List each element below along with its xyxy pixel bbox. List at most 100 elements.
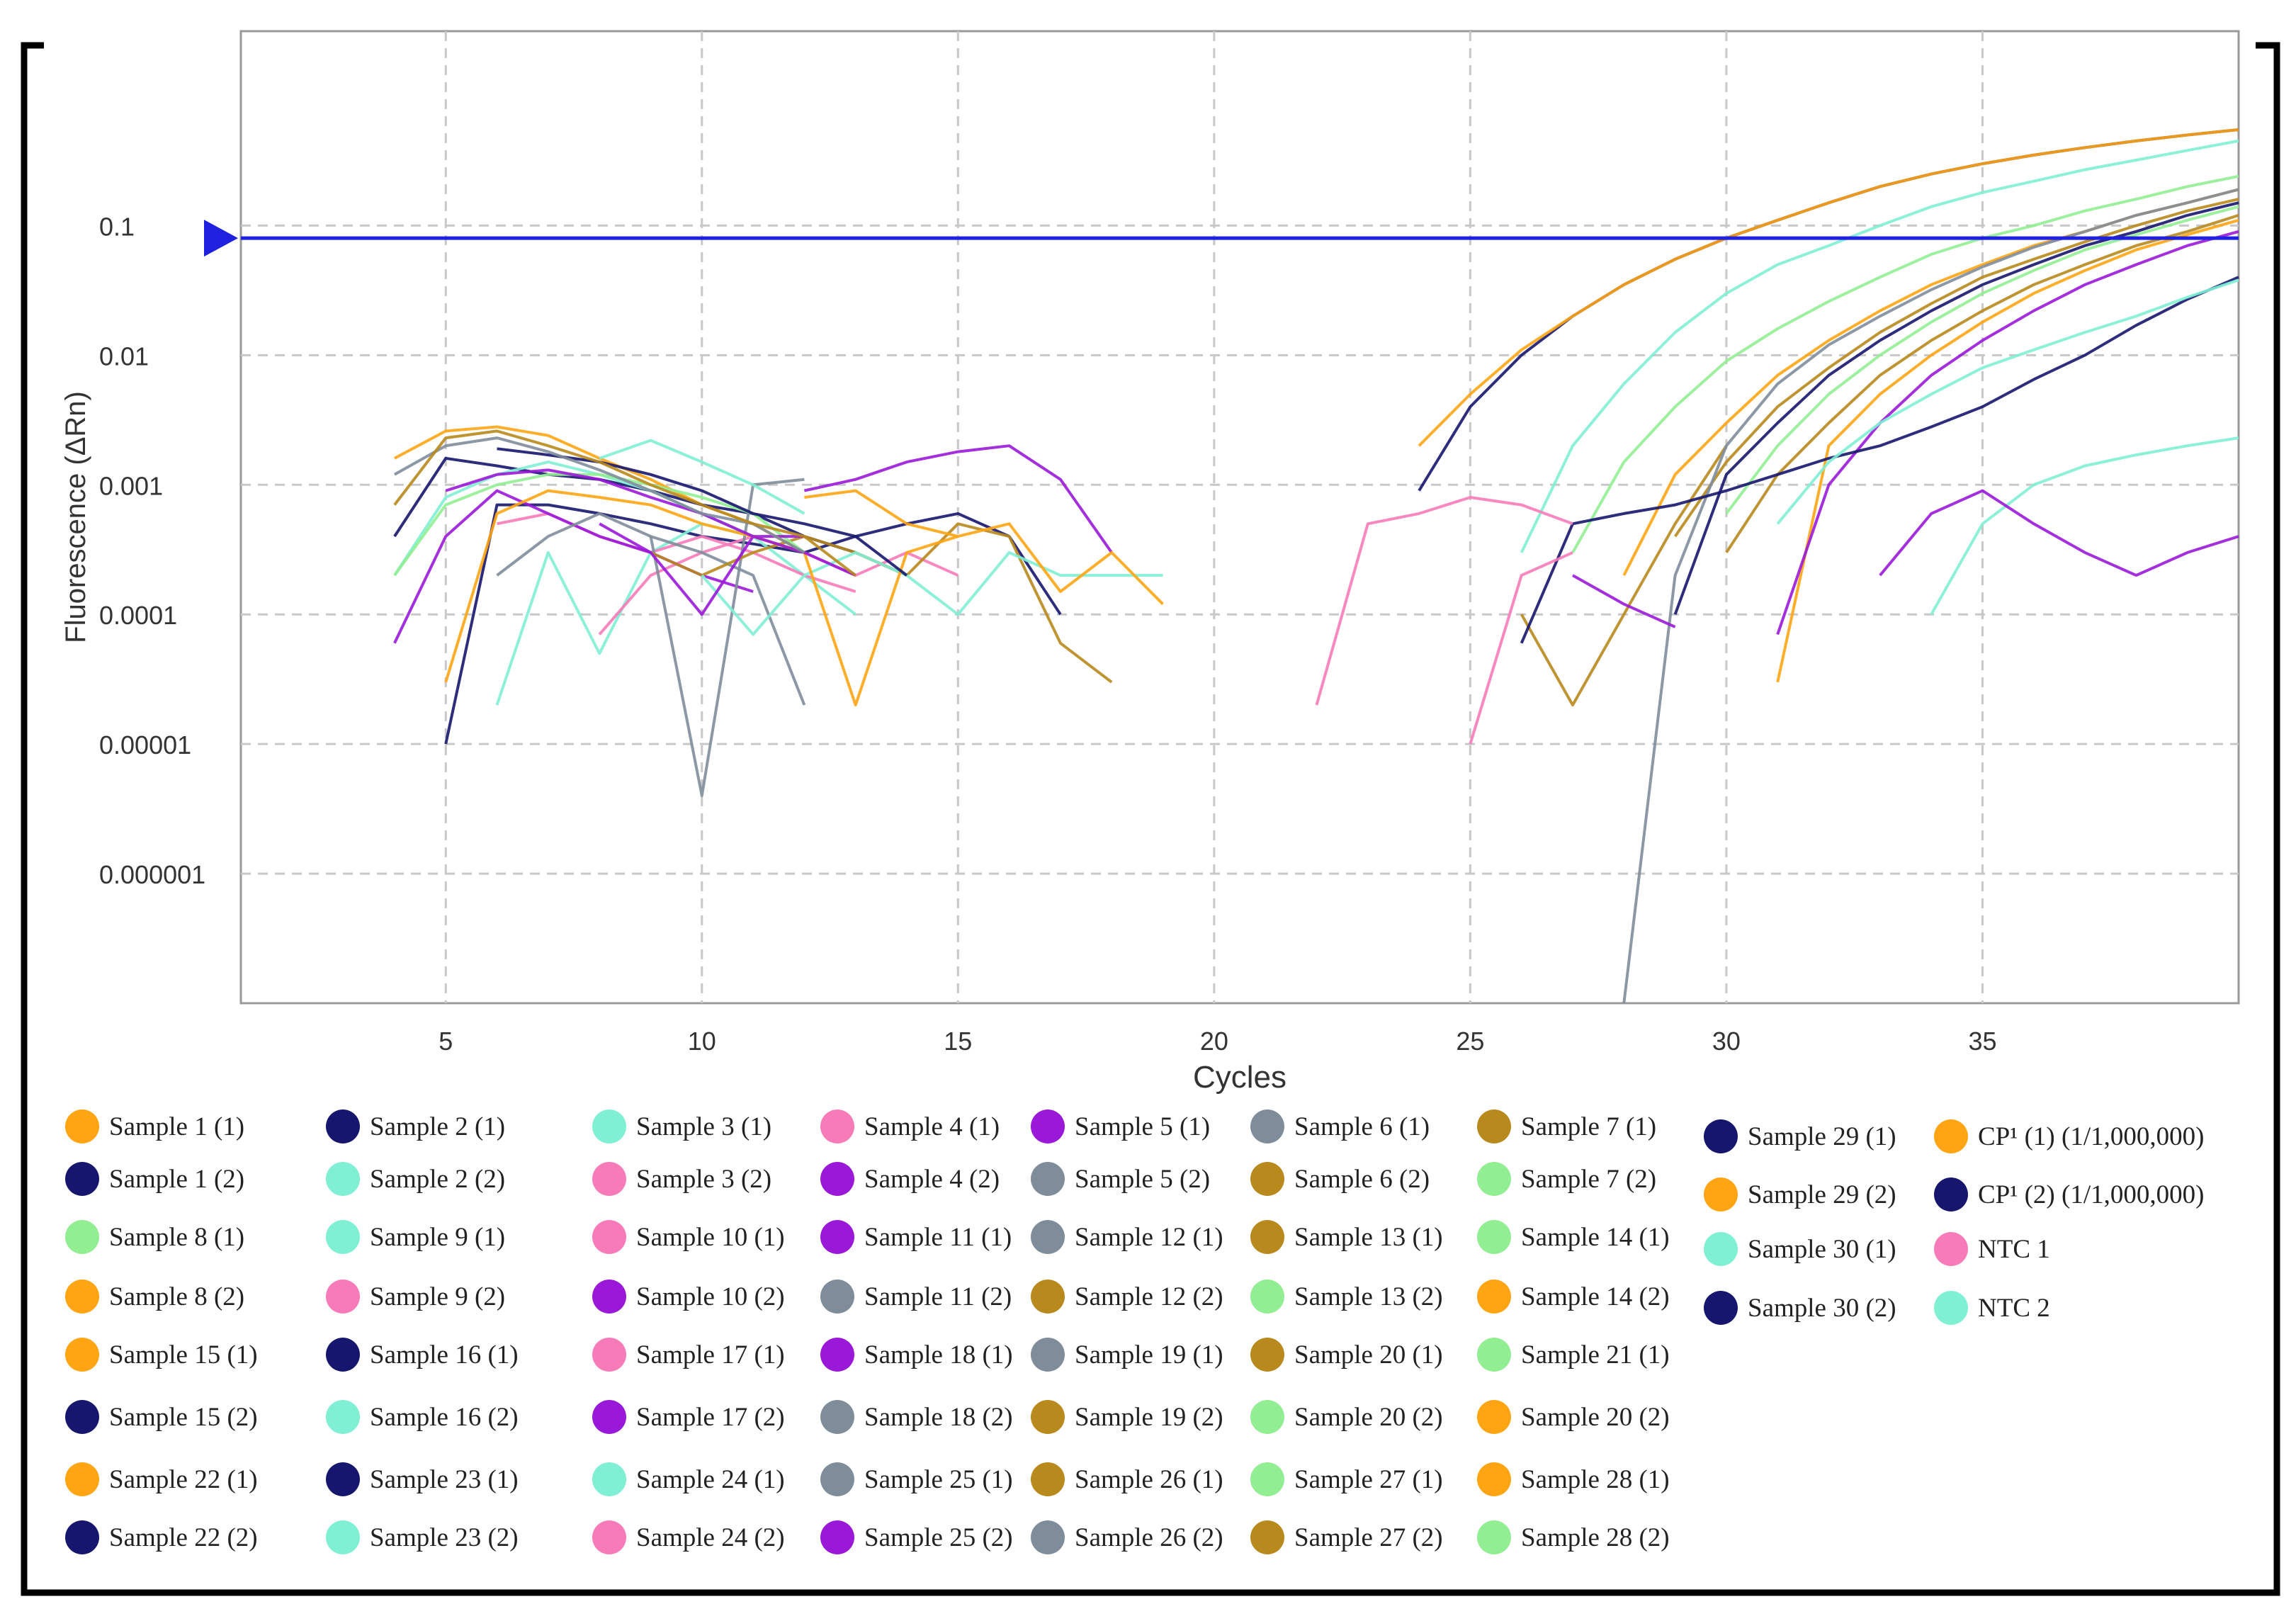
legend-item: Sample 30 (1) (1704, 1232, 1896, 1266)
legend-swatch (1250, 1109, 1284, 1143)
legend-swatch (1704, 1119, 1738, 1153)
legend-label: Sample 14 (1) (1521, 1222, 1670, 1252)
series-lines (393, 128, 2239, 1004)
legend-swatch (1031, 1400, 1065, 1434)
series-line (649, 478, 805, 797)
legend-label: Sample 30 (1) (1748, 1234, 1896, 1264)
legend-item: Sample 7 (2) (1477, 1162, 1656, 1196)
legend-item: Sample 13 (2) (1250, 1280, 1443, 1314)
legend-swatch (1704, 1232, 1738, 1266)
legend-item: Sample 6 (1) (1250, 1109, 1430, 1143)
legend-swatch (1250, 1220, 1284, 1254)
legend-item: Sample 25 (1) (820, 1462, 1013, 1496)
x-tick-label: 15 (944, 1027, 972, 1056)
series-line (599, 522, 805, 616)
legend-item: Sample 22 (2) (65, 1520, 258, 1554)
threshold-marker-icon[interactable] (204, 220, 238, 257)
legend-swatch (820, 1462, 854, 1496)
legend-swatch (820, 1280, 854, 1314)
legend-item: Sample 6 (2) (1250, 1162, 1430, 1196)
series-line (1418, 128, 2239, 447)
series-line (1725, 213, 2239, 553)
legend-swatch (1031, 1338, 1065, 1372)
legend-item: Sample 15 (2) (65, 1400, 258, 1434)
legend-swatch (592, 1520, 626, 1554)
legend-label: Sample 4 (1) (864, 1112, 1000, 1141)
legend-swatch (1250, 1280, 1284, 1314)
series-line (1879, 489, 2239, 577)
legend-label: Sample 22 (1) (109, 1464, 258, 1494)
legend-swatch (820, 1400, 854, 1434)
legend-label: Sample 25 (2) (864, 1523, 1013, 1552)
legend-swatch (65, 1462, 99, 1496)
legend-label: Sample 21 (1) (1521, 1340, 1670, 1369)
legend-item: Sample 16 (1) (326, 1338, 519, 1372)
legend-swatch (1031, 1520, 1065, 1554)
legend-item: Sample 30 (2) (1704, 1291, 1896, 1325)
legend-label: Sample 15 (1) (109, 1340, 258, 1369)
legend-item: Sample 20 (1) (1250, 1338, 1443, 1372)
legend-item: Sample 26 (1) (1031, 1462, 1223, 1496)
legend-item: Sample 18 (2) (820, 1400, 1013, 1434)
legend-label: Sample 25 (1) (864, 1464, 1013, 1494)
legend-label: Sample 16 (2) (370, 1402, 519, 1432)
legend-item: Sample 7 (1) (1477, 1109, 1656, 1143)
y-axis-label: Fluorescence (ΔRn) (60, 391, 91, 643)
legend-item: Sample 11 (1) (820, 1220, 1012, 1254)
legend-label: Sample 10 (2) (636, 1282, 785, 1311)
legend-item: Sample 3 (2) (592, 1162, 771, 1196)
series-line (393, 473, 805, 577)
legend-item: Sample 25 (2) (820, 1520, 1013, 1554)
legend-label: Sample 17 (2) (636, 1402, 785, 1432)
legend-item: Sample 2 (1) (326, 1109, 505, 1143)
legend-label: Sample 16 (1) (370, 1340, 519, 1369)
legend-item: Sample 1 (2) (65, 1162, 244, 1196)
legend-swatch (820, 1520, 854, 1554)
legend-swatch (1250, 1520, 1284, 1554)
y-tick-label: 0.1 (99, 212, 135, 241)
series-line (496, 512, 806, 706)
series-line (445, 468, 856, 577)
legend-swatch (592, 1338, 626, 1372)
legend-label: Sample 26 (1) (1075, 1464, 1223, 1494)
legend-swatch (592, 1220, 626, 1254)
legend-item: Sample 20 (2) (1250, 1400, 1443, 1434)
series-line (1622, 188, 2239, 1004)
legend-item: Sample 29 (2) (1704, 1177, 1896, 1211)
legend-item: CP¹ (1) (1/1,000,000) (1934, 1119, 2204, 1153)
legend-item: Sample 29 (1) (1704, 1119, 1896, 1153)
legend-swatch (1031, 1162, 1065, 1196)
legend-swatch (1934, 1177, 1968, 1211)
legend-label: Sample 11 (1) (864, 1222, 1012, 1252)
legend-label: Sample 6 (2) (1294, 1164, 1430, 1194)
series-line (495, 522, 856, 706)
legend-swatch (820, 1220, 854, 1254)
legend-swatch (326, 1220, 360, 1254)
threshold-line (204, 220, 2239, 257)
legend-item: Sample 8 (1) (65, 1220, 244, 1254)
legend-label: Sample 17 (1) (636, 1340, 785, 1369)
legend-swatch (1477, 1162, 1511, 1196)
series-line (444, 503, 1062, 745)
legend-label: Sample 30 (2) (1748, 1293, 1896, 1323)
legend-label: Sample 1 (1) (109, 1112, 245, 1141)
legend-item: Sample 10 (1) (592, 1220, 785, 1254)
legend-label: Sample 3 (2) (636, 1164, 772, 1194)
series-line (1776, 218, 2239, 683)
legend-label: Sample 19 (2) (1075, 1402, 1223, 1432)
y-tick-label: 0.01 (99, 341, 149, 371)
legend-label: Sample 18 (1) (864, 1340, 1013, 1369)
legend-item: Sample 5 (2) (1031, 1162, 1210, 1196)
legend-item: Sample 23 (2) (326, 1520, 519, 1554)
legend-swatch (1477, 1280, 1511, 1314)
legend-swatch (820, 1338, 854, 1372)
x-tick-label: 25 (1456, 1027, 1484, 1056)
legend-label: Sample 22 (2) (109, 1523, 258, 1552)
legend-item: Sample 27 (1) (1250, 1462, 1443, 1496)
series-line (1776, 278, 2239, 525)
legend-swatch (1031, 1109, 1065, 1143)
series-line (1930, 436, 2239, 616)
legend-swatch (1477, 1400, 1511, 1434)
legend-swatch (1031, 1280, 1065, 1314)
